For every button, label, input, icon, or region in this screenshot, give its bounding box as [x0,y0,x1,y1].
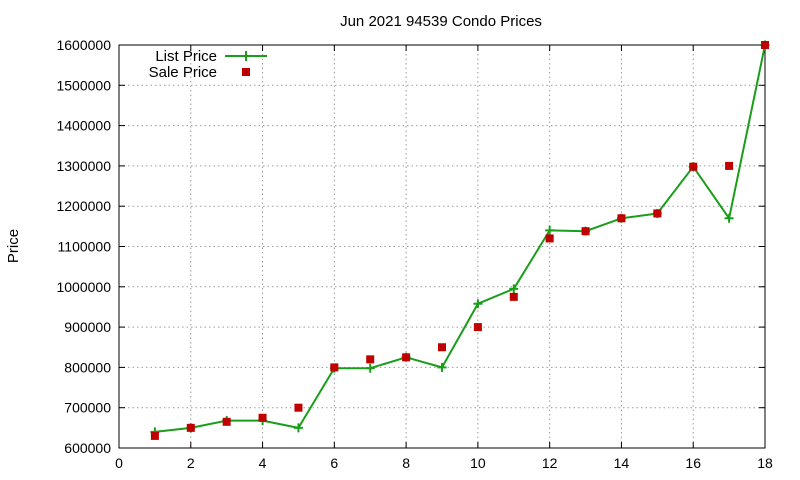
sale-price-marker [653,209,662,218]
list-price-marker [509,284,519,294]
sale-price-marker [258,413,267,422]
list-price-marker [437,362,447,372]
list-price-marker [724,213,734,223]
x-tick-label: 14 [614,455,630,471]
y-tick-label: 1300000 [56,158,111,174]
sale-price-marker [294,403,303,412]
list-price-marker [293,423,303,433]
y-tick-label: 1600000 [56,37,111,53]
list-price-marker [365,363,375,373]
sale-price-marker [402,353,411,362]
list-price-marker [473,299,483,309]
legend-label-list-price: List Price [155,48,217,65]
y-tick-label: 1400000 [56,118,111,134]
x-tick-label: 12 [542,455,558,471]
list-price-marker [545,225,555,235]
y-tick-label: 900000 [64,319,111,335]
x-tick-label: 0 [115,455,123,471]
y-axis-label: Price [5,229,22,263]
sale-price-marker [761,41,769,49]
x-tick-label: 6 [330,455,338,471]
x-tick-label: 18 [757,455,773,471]
x-tick-label: 16 [685,455,701,471]
y-tick-label: 1100000 [58,239,112,255]
sale-price-marker [509,292,518,301]
sale-price-marker [186,423,195,432]
legend-label-sale-price: Sale Price [149,64,217,81]
sale-price-marker [581,227,590,236]
legend-marker-sale-price [242,68,250,76]
series-line-list-price [154,44,766,433]
sale-price-marker [545,234,554,243]
sale-price-marker [330,363,339,372]
y-tick-label: 600000 [64,440,111,456]
y-tick-label: 800000 [64,359,111,375]
legend: List Price Sale Price [149,48,267,81]
x-tick-label: 10 [470,455,486,471]
y-tick-label: 1500000 [56,77,111,93]
y-tick-label: 1000000 [56,279,111,295]
sale-price-marker [150,431,159,440]
sale-price-marker [222,417,231,426]
sale-price-marker [366,355,375,364]
sale-price-marker [438,343,446,352]
sale-price-marker [473,323,482,332]
axis-ticks: 0 2 4 6 8 10 12 14 16 18 600000 700000 800000 900000 1… [56,37,773,471]
sale-price-marker [725,161,734,170]
x-tick-label: 8 [402,455,410,471]
x-tick-label: 2 [187,455,195,471]
grid-lines [119,45,765,448]
y-tick-label: 1200000 [56,198,111,214]
legend-marker-list-price [241,51,251,61]
chart-title: Jun 2021 94539 Condo Prices [340,13,542,30]
series-layer [150,40,770,440]
y-tick-label: 700000 [64,400,111,416]
x-tick-label: 4 [259,455,267,471]
sale-price-marker [689,162,698,171]
sale-price-marker [617,214,626,223]
